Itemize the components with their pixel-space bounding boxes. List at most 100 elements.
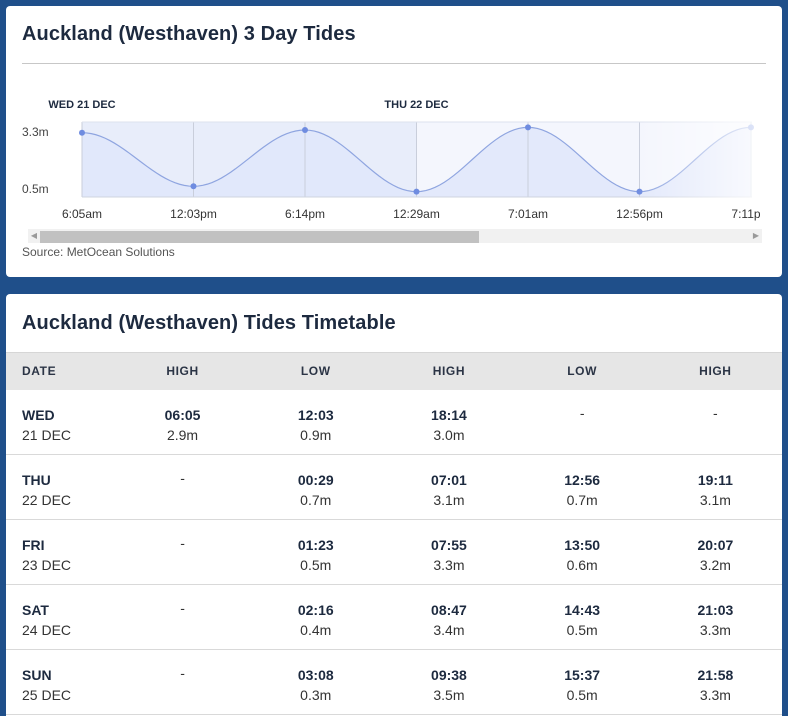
header-date: DATE bbox=[6, 352, 116, 390]
tide-timetable-card: Auckland (Westhaven) Tides Timetable DAT… bbox=[6, 294, 782, 716]
chart-source: Source: MetOcean Solutions bbox=[22, 245, 175, 259]
tide-height: 0.9m bbox=[300, 426, 332, 443]
day-label: WED 21 DEC bbox=[48, 99, 115, 111]
tide-height: 3.4m bbox=[433, 622, 465, 638]
y-axis-label-min: 0.5m bbox=[22, 182, 49, 196]
tide-cell: 13:50 0.6m bbox=[516, 520, 649, 585]
tide-cell: - bbox=[116, 585, 249, 650]
x-tick-label: 12:29am bbox=[393, 207, 440, 221]
no-tide-dash: - bbox=[180, 665, 185, 681]
no-tide-dash: - bbox=[180, 600, 185, 616]
tide-point bbox=[302, 127, 308, 134]
tide-point bbox=[190, 183, 197, 190]
tide-height: 3.2m bbox=[699, 557, 731, 573]
tide-cell: 08:47 3.4m bbox=[382, 585, 515, 650]
tide-height: 0.5m bbox=[300, 557, 332, 573]
tide-time: 13:50 bbox=[564, 537, 601, 553]
tide-height: 0.3m bbox=[300, 687, 332, 703]
tide-cell: 21:58 3.3m bbox=[649, 650, 782, 715]
tide-cell: 12:03 0.9m bbox=[249, 390, 382, 455]
tide-time: 07:01 bbox=[431, 472, 467, 488]
x-tick-label: 7:01am bbox=[508, 207, 548, 221]
day-name: WED bbox=[22, 406, 55, 423]
no-tide-dash: - bbox=[180, 535, 185, 551]
tide-height: 0.5m bbox=[566, 622, 598, 638]
chevron-right-icon[interactable]: ▶ bbox=[752, 231, 760, 240]
tide-time: 18:14 bbox=[431, 406, 467, 423]
no-tide-dash: - bbox=[579, 404, 585, 421]
title-divider bbox=[22, 63, 766, 64]
tide-cell: - bbox=[116, 455, 249, 520]
tide-height: 0.7m bbox=[300, 492, 332, 508]
no-tide-dash: - bbox=[713, 404, 718, 421]
no-tide-dash: - bbox=[180, 470, 185, 486]
fade-overlay bbox=[636, 116, 782, 221]
header-low: LOW bbox=[249, 352, 383, 390]
tide-time: 07:55 bbox=[431, 537, 467, 553]
tide-cell: 01:23 0.5m bbox=[249, 520, 382, 585]
tide-time: 21:03 bbox=[697, 602, 734, 618]
tide-area bbox=[82, 127, 751, 197]
tide-height: 0.4m bbox=[300, 622, 332, 638]
tide-height: 0.5m bbox=[566, 687, 598, 703]
x-tick-label: 12:56pm bbox=[616, 207, 663, 221]
tide-height: 3.1m bbox=[699, 492, 731, 508]
tide-height: 3.3m bbox=[433, 557, 465, 573]
chart-title: Auckland (Westhaven) 3 Day Tides bbox=[22, 23, 356, 45]
tide-time: 19:11 bbox=[697, 472, 733, 488]
table-row: SUN 25 DEC - 03:08 0.3m 09:38 3.5m 15:37 0.5m 21:… bbox=[6, 650, 782, 715]
header-high: HIGH bbox=[648, 352, 782, 390]
tide-time: 03:08 bbox=[297, 667, 334, 683]
tide-time: 21:58 bbox=[697, 667, 734, 683]
tide-chart-card: Auckland (Westhaven) 3 Day Tides 3.3m 0.5… bbox=[6, 6, 782, 277]
table-row: THU 22 DEC - 00:29 0.7m 07:01 3.1m 12:56 0.7m 19:… bbox=[6, 455, 782, 520]
tide-time: 12:03 bbox=[297, 406, 334, 423]
chart-scrollbar[interactable]: ◀ ▶ bbox=[28, 229, 762, 243]
day-date: 22 DEC bbox=[22, 492, 72, 508]
date-cell: THU 22 DEC bbox=[6, 455, 116, 520]
tide-time: 20:07 bbox=[697, 537, 734, 553]
tide-cell: - bbox=[116, 520, 249, 585]
chevron-left-icon[interactable]: ◀ bbox=[30, 231, 38, 240]
tide-cell: 21:03 3.3m bbox=[649, 585, 782, 650]
label-clip bbox=[760, 204, 782, 224]
scrollbar-thumb[interactable] bbox=[40, 231, 479, 243]
tide-time: 15:37 bbox=[564, 667, 601, 683]
date-cell: SUN 25 DEC bbox=[6, 650, 116, 715]
tide-time: 08:47 bbox=[431, 602, 467, 618]
tide-height: 0.6m bbox=[566, 557, 598, 573]
tide-cell: 03:08 0.3m bbox=[249, 650, 382, 715]
tide-time: 09:38 bbox=[431, 667, 467, 683]
tide-height: 3.3m bbox=[699, 687, 731, 703]
tide-height: 3.3m bbox=[699, 622, 731, 638]
day-name: THU bbox=[22, 472, 51, 488]
tide-point bbox=[413, 188, 420, 195]
day-date: 21 DEC bbox=[22, 426, 72, 443]
x-tick-label: 6:05am bbox=[62, 207, 102, 221]
tide-cell: 07:55 3.3m bbox=[382, 520, 515, 585]
tide-cell: - bbox=[516, 390, 649, 455]
tide-cell: 07:01 3.1m bbox=[382, 455, 515, 520]
tide-cell: 09:38 3.5m bbox=[382, 650, 515, 715]
tide-height: 0.7m bbox=[566, 492, 598, 508]
header-low: LOW bbox=[515, 352, 649, 390]
table-header-row: DATE HIGH LOW HIGH LOW HIGH bbox=[6, 352, 782, 390]
table-row: FRI 23 DEC - 01:23 0.5m 07:55 3.3m 13:50 0.6m 20:… bbox=[6, 520, 782, 585]
tide-point bbox=[79, 129, 85, 136]
tide-cell: - bbox=[116, 650, 249, 715]
tide-height: 3.5m bbox=[433, 687, 465, 703]
day-label: THU 22 DEC bbox=[384, 99, 448, 111]
tide-chart: 3.3m 0.5m WED 21 DEC THU 22 DEC 6:05am 12:03p… bbox=[22, 99, 782, 224]
day-name: FRI bbox=[22, 537, 45, 553]
day-date: 25 DEC bbox=[22, 687, 72, 703]
tide-time: 12:56 bbox=[564, 472, 601, 488]
day-name: SAT bbox=[22, 602, 49, 618]
table-row: WED 21 DEC 06:05 2.9m 12:03 0.9m 18:14 3.0m - - bbox=[6, 390, 782, 455]
x-tick-label: 6:14pm bbox=[285, 207, 325, 221]
tide-time: 06:05 bbox=[164, 406, 201, 423]
y-axis-label-max: 3.3m bbox=[22, 125, 49, 139]
tide-time: 02:16 bbox=[297, 602, 334, 618]
tide-cell: 06:05 2.9m bbox=[116, 390, 249, 455]
tide-time: 01:23 bbox=[297, 537, 334, 553]
tide-cell: 14:43 0.5m bbox=[516, 585, 649, 650]
